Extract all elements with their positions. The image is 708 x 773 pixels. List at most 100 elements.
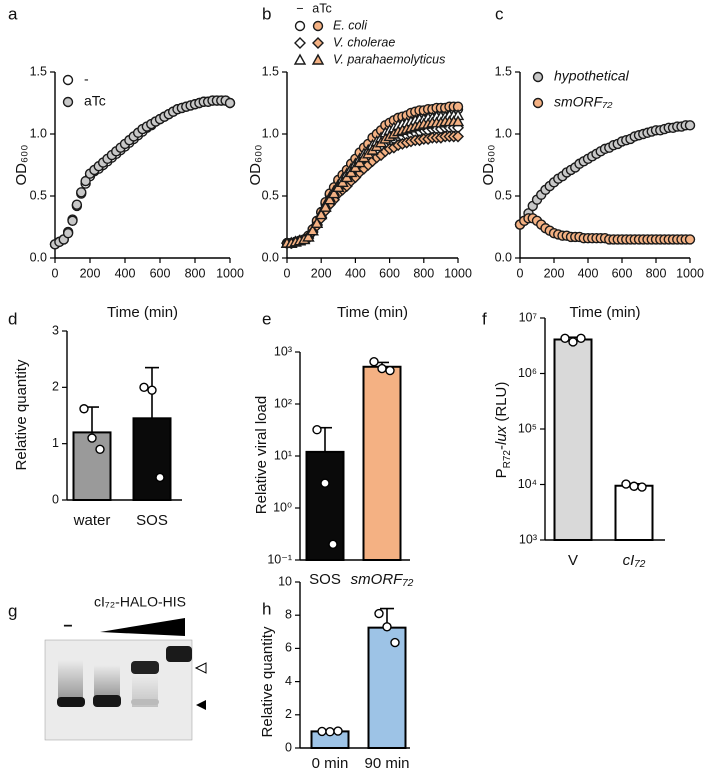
- y-tick-label: 0.5: [495, 188, 512, 202]
- legend-marker: [294, 37, 306, 49]
- y-tick-label: 1.5: [495, 64, 512, 78]
- y-tick-label: 0: [52, 492, 59, 506]
- category-label: SOS: [309, 571, 341, 588]
- legend-header: −: [296, 1, 303, 15]
- replicate-point: [312, 425, 322, 435]
- data-point: [452, 130, 464, 143]
- y-tick-label: 10²: [274, 396, 292, 410]
- data-point: [684, 120, 696, 131]
- y-tick-label: 4: [285, 674, 292, 688]
- replicate-point: [87, 433, 97, 443]
- x-tick-label: 1000: [216, 266, 244, 280]
- replicate-point: [390, 637, 400, 648]
- y-tick-label: 0.0: [262, 250, 279, 264]
- y-tick-label: 10⁻¹: [267, 552, 292, 566]
- y-tick-label: 0.0: [30, 250, 47, 264]
- y-tick-label: 0.5: [262, 188, 279, 202]
- replicate-point: [576, 333, 586, 344]
- category-label: V: [568, 552, 578, 569]
- gel-label: cI₇₂-HALO-HIS: [94, 594, 186, 610]
- gel-band: [57, 697, 85, 707]
- x-tick-label: 800: [185, 266, 206, 280]
- data-point: [306, 224, 319, 236]
- x-tick-label: 200: [80, 266, 101, 280]
- legend-marker: [312, 20, 324, 32]
- y-axis-title-part: P: [493, 468, 510, 478]
- legend-label: V. parahaemolyticus: [333, 52, 445, 66]
- panel-letter: d: [8, 309, 17, 328]
- y-tick-label: 10³: [519, 532, 537, 546]
- data-point: [315, 208, 328, 220]
- gel-band: [93, 695, 121, 707]
- x-tick-label: 400: [115, 266, 136, 280]
- bar: [72, 431, 112, 501]
- data-point: [310, 216, 324, 228]
- legend-label: smORF₇₂: [554, 94, 613, 110]
- gel-band: [166, 646, 192, 662]
- y-tick-label: 10⁶: [518, 366, 537, 380]
- x-tick-label: 400: [345, 266, 366, 280]
- legend-label: V. cholerae: [333, 35, 395, 49]
- panel-letter: h: [262, 599, 271, 618]
- y-axis-title: Relative quantity: [13, 359, 30, 470]
- replicate-point: [374, 608, 384, 619]
- data-point: [684, 234, 696, 245]
- replicate-point: [385, 365, 395, 376]
- replicate-point: [317, 726, 327, 737]
- legend-label: E. coli: [333, 18, 368, 32]
- replicate-point: [155, 472, 165, 483]
- category-label: cI₇₂: [623, 552, 646, 569]
- data-point: [302, 230, 315, 242]
- replicate-point: [139, 382, 149, 393]
- data-point: [451, 115, 465, 127]
- data-point: [224, 97, 236, 109]
- replicate-point: [79, 404, 89, 414]
- y-axis-title: Relative quantity: [259, 626, 276, 737]
- x-tick-label: 1000: [444, 266, 472, 280]
- gel-band: [131, 661, 159, 674]
- bar: [614, 484, 654, 541]
- category-label: smORF₇₂: [351, 571, 414, 588]
- y-tick-label: 1.5: [30, 64, 47, 78]
- x-tick-label: 0: [52, 266, 59, 280]
- bar: [553, 338, 593, 542]
- y-axis-title: OD₆₀₀: [480, 144, 497, 185]
- x-axis-title: Time (min): [337, 304, 408, 321]
- gel-band: [131, 699, 159, 705]
- replicate-point: [560, 333, 570, 344]
- legend-label: hypothetical: [554, 68, 630, 84]
- y-tick-label: 10⁴: [518, 477, 537, 491]
- y-tick-label: 6: [285, 641, 292, 655]
- data-point: [67, 215, 78, 227]
- y-tick-label: 10: [278, 574, 292, 588]
- replicate-point: [377, 363, 387, 374]
- legend-marker: [62, 74, 74, 86]
- concentration-wedge: [100, 618, 185, 636]
- legend-marker: [532, 97, 544, 109]
- replicate-point: [147, 385, 157, 395]
- panel-letter: a: [8, 4, 18, 23]
- bar: [132, 417, 172, 502]
- y-tick-label: 1: [52, 436, 59, 450]
- y-tick-label: 0.0: [495, 250, 512, 264]
- panel-letter: b: [262, 4, 271, 23]
- x-tick-label: 800: [413, 266, 434, 280]
- y-axis-title: Relative viral load: [253, 396, 270, 514]
- y-tick-label: 10⁵: [518, 421, 537, 435]
- y-tick-label: 1.0: [495, 126, 512, 140]
- y-tick-label: 0: [285, 740, 292, 754]
- x-tick-label: 200: [544, 266, 565, 280]
- bar: [305, 450, 345, 561]
- shift-arrow: [194, 662, 207, 674]
- data-point: [80, 175, 91, 187]
- replicate-point: [369, 357, 379, 367]
- gel-panel: g cI₇₂-HALO-HIS −: [8, 594, 207, 741]
- gel-smear: [94, 665, 120, 697]
- data-point: [327, 187, 341, 199]
- x-tick-label: 800: [646, 266, 667, 280]
- y-axis-title: OD₆₀₀: [247, 144, 264, 185]
- legend-marker: [294, 20, 306, 32]
- replicate-point: [629, 481, 639, 491]
